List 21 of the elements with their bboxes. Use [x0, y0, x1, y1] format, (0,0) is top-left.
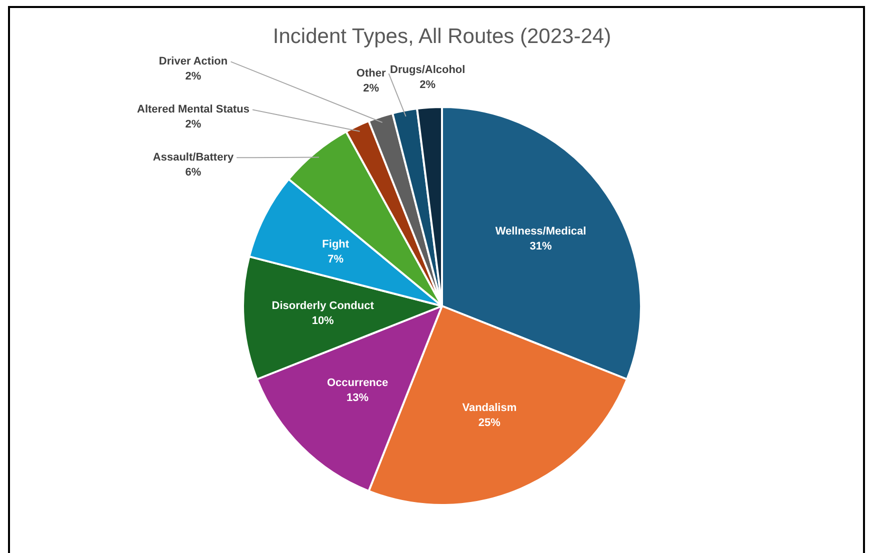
slice-label: Wellness/Medical	[495, 225, 586, 238]
data-label: 25%	[478, 417, 501, 430]
data-label: 2%	[363, 82, 380, 95]
slice-label: Drugs/Alcohol	[390, 64, 466, 76]
slice-label: Fight	[322, 238, 350, 250]
slice-label: Vandalism	[462, 402, 517, 414]
slice-label: Driver Action	[158, 56, 228, 68]
chart-title: Incident Types, All Routes (2023-24)	[272, 24, 612, 50]
data-label: 2%	[185, 118, 202, 131]
slice-label: Occurrence	[326, 376, 388, 389]
slice-label: Disorderly Conduct	[272, 300, 374, 312]
data-label: 2%	[185, 70, 202, 83]
data-label: 6%	[185, 166, 202, 179]
data-label: 31%	[530, 240, 552, 252]
data-label: 7%	[328, 253, 344, 266]
data-label: 13%	[346, 392, 369, 404]
slice-label: Altered Mental Status	[137, 104, 250, 116]
data-label: 2%	[420, 78, 436, 91]
slice-label: Assault/Battery	[152, 152, 234, 164]
data-label: 10%	[312, 315, 334, 328]
slice-label: Other	[356, 68, 386, 80]
